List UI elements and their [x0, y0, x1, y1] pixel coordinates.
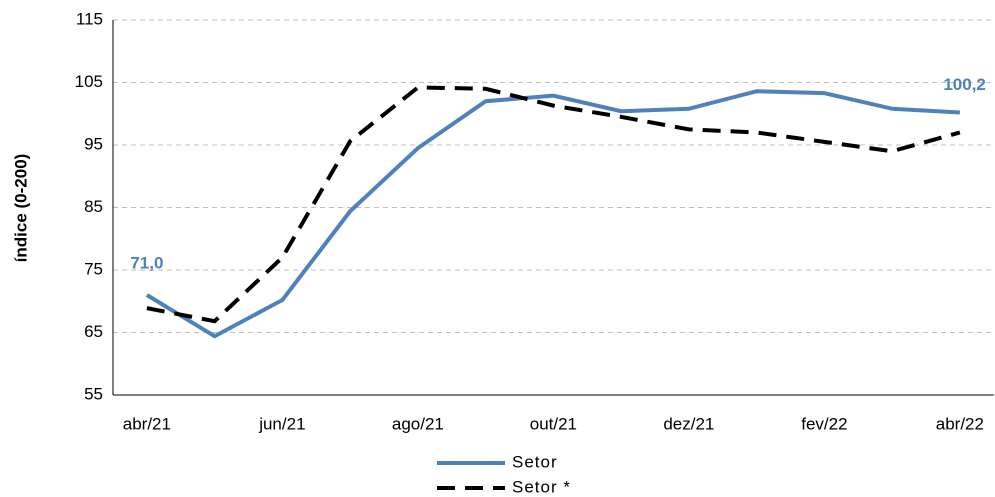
y-tick-label: 85 [84, 197, 103, 216]
legend-label: Setor [512, 452, 558, 471]
y-tick-label: 105 [75, 72, 103, 91]
data-label: 71,0 [130, 253, 163, 272]
series-line [146, 85, 961, 324]
x-tick-label: dez/21 [663, 414, 714, 433]
y-tick-label: 95 [84, 134, 103, 153]
x-tick-label: out/21 [530, 414, 577, 433]
x-tick-label: fev/22 [801, 414, 847, 433]
x-tick-label: jun/21 [258, 414, 305, 433]
y-tick-label: 55 [84, 384, 103, 403]
x-tick-label: abr/22 [936, 414, 984, 433]
series-line [145, 89, 960, 339]
legend-label: Setor * [512, 477, 571, 496]
data-label: 100,2 [943, 75, 986, 94]
y-tick-label: 65 [84, 322, 103, 341]
x-tick-label: abr/21 [123, 414, 171, 433]
y-tick-label: 75 [84, 259, 103, 278]
y-tick-label: 115 [76, 9, 103, 28]
x-tick-label: ago/21 [392, 414, 444, 433]
y-axis-label: índice (0-200) [11, 154, 30, 263]
